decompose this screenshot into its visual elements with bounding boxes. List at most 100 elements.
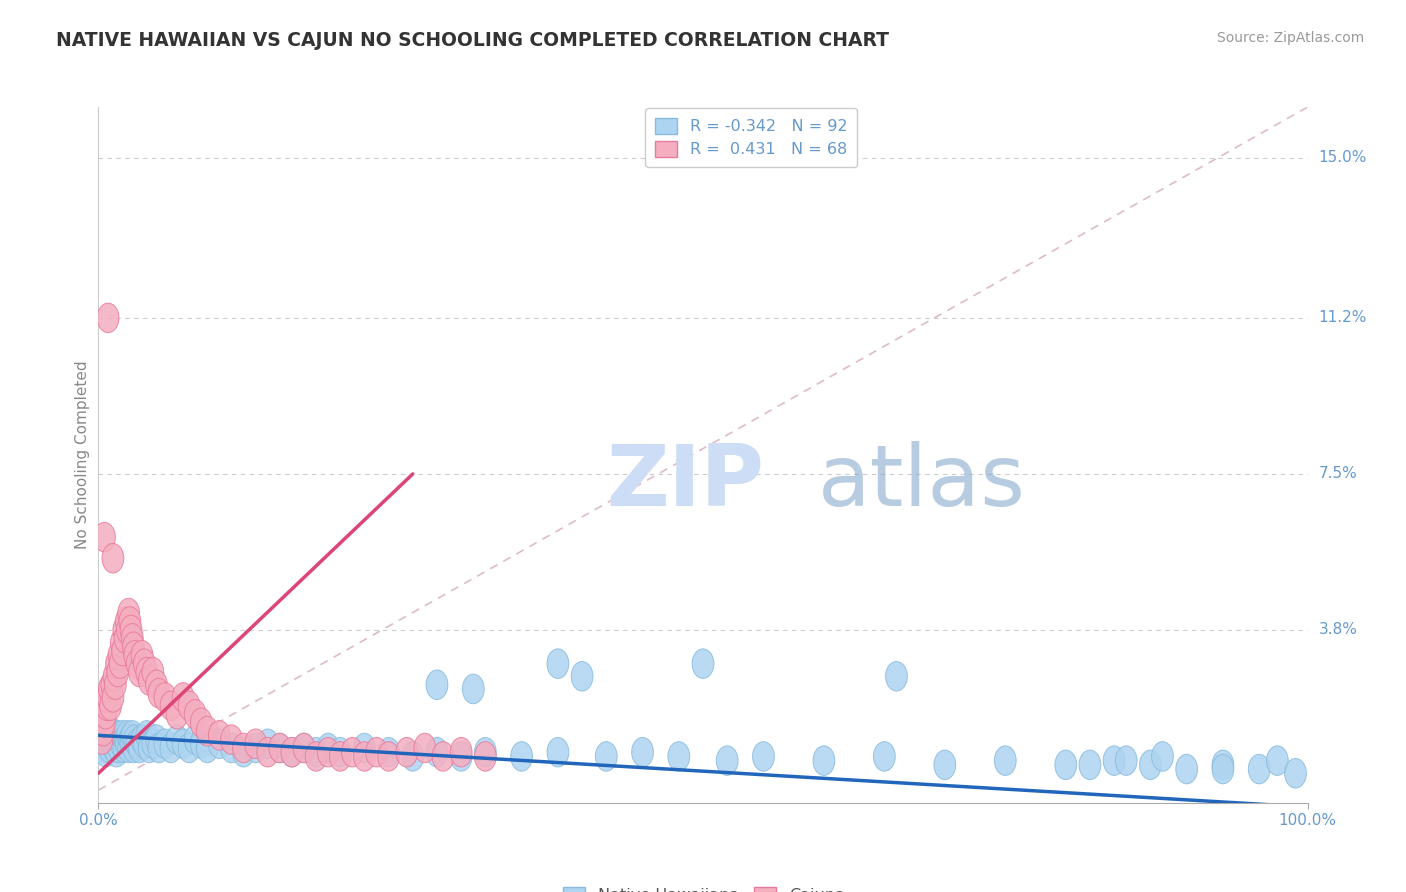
Ellipse shape xyxy=(94,725,115,755)
Ellipse shape xyxy=(184,699,207,729)
Ellipse shape xyxy=(120,729,142,758)
Ellipse shape xyxy=(131,725,153,755)
Ellipse shape xyxy=(450,738,472,767)
Ellipse shape xyxy=(1152,741,1174,772)
Ellipse shape xyxy=(426,670,449,699)
Legend: Native Hawaiians, Cajuns: Native Hawaiians, Cajuns xyxy=(557,880,849,892)
Ellipse shape xyxy=(426,738,449,767)
Ellipse shape xyxy=(329,738,352,767)
Ellipse shape xyxy=(131,640,153,670)
Y-axis label: No Schooling Completed: No Schooling Completed xyxy=(75,360,90,549)
Ellipse shape xyxy=(155,729,176,758)
Ellipse shape xyxy=(97,303,120,333)
Ellipse shape xyxy=(1212,750,1234,780)
Ellipse shape xyxy=(413,733,436,763)
Text: 3.8%: 3.8% xyxy=(1319,623,1358,638)
Ellipse shape xyxy=(115,729,138,758)
Ellipse shape xyxy=(114,624,136,653)
Ellipse shape xyxy=(190,729,212,758)
Text: ZIP: ZIP xyxy=(606,442,763,524)
Text: 15.0%: 15.0% xyxy=(1319,150,1367,165)
Ellipse shape xyxy=(378,741,399,772)
Ellipse shape xyxy=(318,733,339,763)
Ellipse shape xyxy=(104,725,127,755)
Ellipse shape xyxy=(96,729,118,758)
Ellipse shape xyxy=(100,691,121,721)
Ellipse shape xyxy=(120,725,141,755)
Ellipse shape xyxy=(221,733,242,763)
Ellipse shape xyxy=(886,662,907,691)
Ellipse shape xyxy=(129,733,150,763)
Ellipse shape xyxy=(232,733,254,763)
Ellipse shape xyxy=(190,708,212,738)
Ellipse shape xyxy=(1212,755,1234,784)
Text: ZIP: ZIP xyxy=(606,442,763,524)
Text: 11.2%: 11.2% xyxy=(1319,310,1367,326)
Ellipse shape xyxy=(103,662,125,691)
Ellipse shape xyxy=(124,640,146,670)
Ellipse shape xyxy=(292,733,315,763)
Ellipse shape xyxy=(117,615,138,645)
Ellipse shape xyxy=(98,674,120,704)
Text: NATIVE HAWAIIAN VS CAJUN NO SCHOOLING COMPLETED CORRELATION CHART: NATIVE HAWAIIAN VS CAJUN NO SCHOOLING CO… xyxy=(56,31,889,50)
Ellipse shape xyxy=(107,657,129,687)
Ellipse shape xyxy=(122,733,145,763)
Ellipse shape xyxy=(120,615,142,645)
Ellipse shape xyxy=(136,657,157,687)
Ellipse shape xyxy=(631,738,654,767)
Ellipse shape xyxy=(245,729,267,758)
Ellipse shape xyxy=(402,741,423,772)
Ellipse shape xyxy=(184,725,207,755)
Ellipse shape xyxy=(160,733,181,763)
Ellipse shape xyxy=(595,741,617,772)
Text: atlas: atlas xyxy=(818,442,1026,524)
Ellipse shape xyxy=(1104,746,1125,775)
Ellipse shape xyxy=(329,741,352,772)
Ellipse shape xyxy=(269,733,291,763)
Ellipse shape xyxy=(127,729,148,758)
Ellipse shape xyxy=(305,738,328,767)
Ellipse shape xyxy=(108,640,129,670)
Ellipse shape xyxy=(134,648,155,679)
Ellipse shape xyxy=(179,733,200,763)
Ellipse shape xyxy=(1249,755,1270,784)
Ellipse shape xyxy=(111,721,134,750)
Ellipse shape xyxy=(547,648,569,679)
Ellipse shape xyxy=(100,716,121,746)
Ellipse shape xyxy=(142,729,163,758)
Ellipse shape xyxy=(96,691,118,721)
Ellipse shape xyxy=(813,746,835,775)
Ellipse shape xyxy=(91,725,112,755)
Ellipse shape xyxy=(121,721,143,750)
Ellipse shape xyxy=(994,746,1017,775)
Ellipse shape xyxy=(127,648,148,679)
Ellipse shape xyxy=(110,725,131,755)
Ellipse shape xyxy=(474,738,496,767)
Ellipse shape xyxy=(378,738,399,767)
Ellipse shape xyxy=(197,733,218,763)
Ellipse shape xyxy=(117,721,138,750)
Ellipse shape xyxy=(120,607,141,636)
Ellipse shape xyxy=(91,733,112,763)
Ellipse shape xyxy=(166,699,188,729)
Ellipse shape xyxy=(94,699,117,729)
Ellipse shape xyxy=(668,741,690,772)
Ellipse shape xyxy=(1139,750,1161,780)
Ellipse shape xyxy=(366,738,388,767)
Ellipse shape xyxy=(208,721,231,750)
Ellipse shape xyxy=(257,738,278,767)
Ellipse shape xyxy=(142,657,163,687)
Ellipse shape xyxy=(111,636,134,665)
Ellipse shape xyxy=(98,733,120,763)
Ellipse shape xyxy=(111,628,132,657)
Ellipse shape xyxy=(111,729,132,758)
Ellipse shape xyxy=(138,665,160,695)
Ellipse shape xyxy=(94,738,117,767)
Ellipse shape xyxy=(129,657,150,687)
Ellipse shape xyxy=(245,733,267,763)
Ellipse shape xyxy=(136,721,157,750)
Ellipse shape xyxy=(1078,750,1101,780)
Ellipse shape xyxy=(160,691,181,721)
Ellipse shape xyxy=(105,729,128,758)
Ellipse shape xyxy=(146,670,167,699)
